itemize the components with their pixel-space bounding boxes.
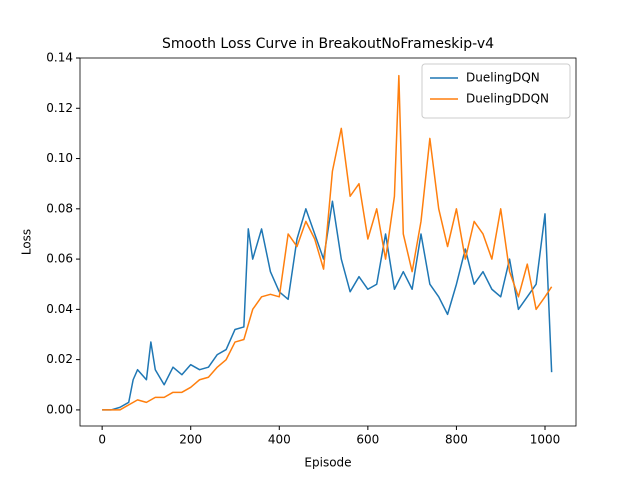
series-line: [102, 200, 553, 411]
x-tick-label: 800: [445, 433, 468, 447]
x-tick-label: 400: [268, 433, 291, 447]
x-tick-label: 600: [356, 433, 379, 447]
chart-title: Smooth Loss Curve in BreakoutNoFrameskip…: [162, 36, 494, 52]
series-line: [102, 74, 553, 411]
plot-frame: [79, 57, 577, 427]
x-tick-label: 200: [179, 433, 202, 447]
y-tick-label: 0.00: [46, 402, 73, 416]
x-axis-label: Episode: [304, 456, 351, 470]
y-tick-label: 0.04: [46, 302, 73, 316]
y-tick-label: 0.02: [46, 352, 73, 366]
y-tick-label: 0.10: [46, 151, 73, 165]
y-tick-label: 0.08: [46, 201, 73, 215]
x-tick-label: 1000: [530, 433, 561, 447]
y-axis-label: Loss: [20, 229, 34, 255]
y-tick-label: 0.12: [46, 101, 73, 115]
legend-label: DuelingDDQN: [466, 92, 549, 106]
y-tick-label: 0.06: [46, 252, 73, 266]
y-tick-label: 0.14: [46, 51, 73, 65]
legend-box: [421, 63, 571, 119]
legend-label: DuelingDQN: [466, 71, 540, 85]
x-tick-label: 0: [98, 433, 106, 447]
